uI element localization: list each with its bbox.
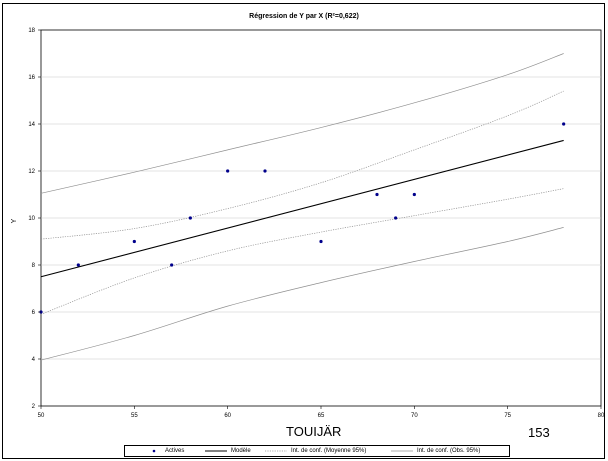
y-axis-ticks: 2 4 6 8 10 12 14 16 18 bbox=[28, 28, 41, 410]
x-tick-label-4: 70 bbox=[411, 413, 418, 419]
data-point-7 bbox=[319, 239, 323, 244]
y-tick-label-0: 2 bbox=[32, 404, 36, 410]
y-axis-label: Y bbox=[11, 218, 18, 223]
legend-item-conf-obs: Int. de conf. (Obs. 95%) bbox=[391, 446, 511, 456]
data-point-11 bbox=[562, 122, 566, 126]
data-point-10 bbox=[412, 192, 416, 197]
confidence-bands bbox=[40, 53, 564, 361]
band-3-lower bbox=[40, 227, 564, 361]
data-point-1 bbox=[76, 263, 80, 267]
y-tick-label-6: 14 bbox=[28, 122, 35, 128]
band-3-upper bbox=[40, 53, 564, 194]
legend-label-modele: Modèle bbox=[231, 448, 251, 454]
model-line bbox=[40, 139, 564, 278]
legend-item-modele: Modèle bbox=[205, 446, 275, 456]
y-tick-label-8: 18 bbox=[28, 28, 35, 34]
x-tick-label-1: 55 bbox=[131, 413, 138, 419]
y-tick-label-1: 4 bbox=[32, 357, 36, 363]
legend-marker-modele bbox=[205, 450, 227, 452]
data-point-6 bbox=[263, 169, 267, 173]
x-tick-label-0: 50 bbox=[38, 413, 45, 419]
band-2-upper bbox=[40, 90, 564, 240]
legend-marker-actives bbox=[152, 449, 156, 453]
data-points bbox=[39, 122, 566, 314]
data-point-5 bbox=[226, 169, 230, 173]
overlay-label-left: TOUIJÄR bbox=[286, 424, 342, 439]
data-point-3 bbox=[170, 263, 174, 267]
data-point-2 bbox=[132, 239, 136, 244]
legend-label-conf-obs: Int. de conf. (Obs. 95%) bbox=[417, 448, 481, 454]
y-tick-label-2: 6 bbox=[32, 310, 36, 316]
band-2-lower bbox=[40, 188, 564, 315]
y-tick-label-4: 10 bbox=[28, 216, 35, 222]
overlay-label-right: 153 bbox=[528, 425, 550, 440]
legend-label-actives: Actives bbox=[165, 448, 185, 454]
x-tick-label-6: 80 bbox=[598, 413, 605, 419]
legend-marker-conf-mean bbox=[265, 450, 287, 452]
y-tick-label-5: 12 bbox=[28, 169, 35, 175]
model-line-group bbox=[40, 139, 564, 278]
y-tick-label-3: 8 bbox=[32, 263, 36, 269]
chart-title: Régression de Y par X (R²=0,622) bbox=[249, 13, 359, 20]
x-tick-label-2: 60 bbox=[224, 413, 231, 419]
x-axis-ticks: 50 55 60 65 70 75 80 bbox=[38, 406, 605, 419]
legend-marker-conf-obs bbox=[391, 450, 413, 452]
grid-lines bbox=[41, 76, 601, 360]
legend-item-conf-mean: Int. de conf. (Moyenne 95%) bbox=[265, 446, 395, 456]
data-point-4 bbox=[188, 216, 192, 220]
y-tick-label-7: 16 bbox=[28, 75, 35, 81]
legend-item-actives: Actives bbox=[149, 446, 209, 456]
data-point-9 bbox=[394, 216, 398, 220]
x-tick-label-5: 75 bbox=[504, 413, 511, 419]
data-point-8 bbox=[375, 192, 379, 197]
x-tick-label-3: 65 bbox=[318, 413, 325, 419]
legend: Actives Modèle Int. de conf. (Moyenne 95… bbox=[124, 445, 510, 457]
legend-label-conf-mean: Int. de conf. (Moyenne 95%) bbox=[291, 448, 367, 454]
